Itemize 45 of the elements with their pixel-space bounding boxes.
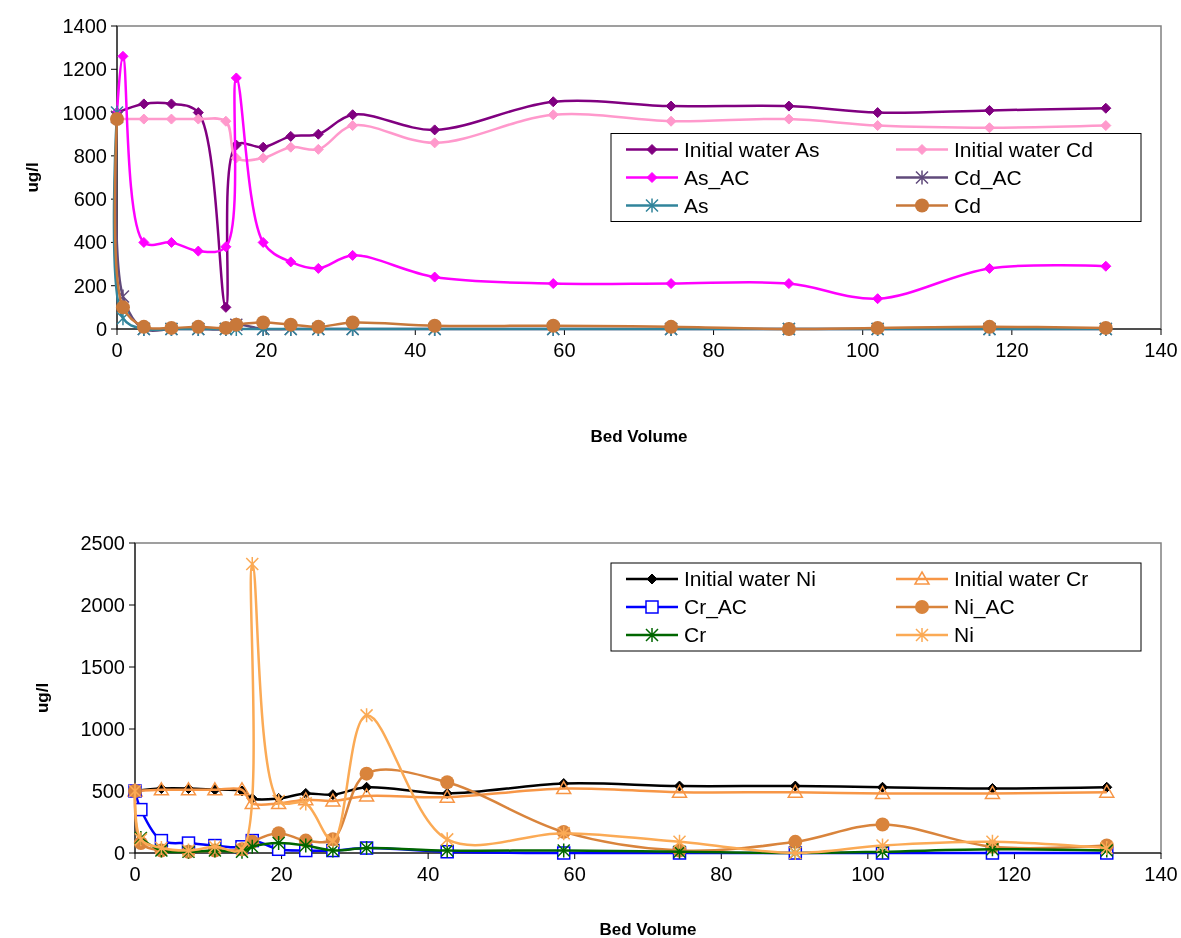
x-tick-label: 40	[417, 863, 440, 885]
x-tick-label: 100	[851, 863, 885, 885]
y-tick-label: 2500	[80, 532, 125, 554]
y-tick-label: 400	[73, 231, 107, 254]
y-tick-label: 200	[73, 274, 107, 297]
y-axis-title: ug/l	[33, 682, 52, 714]
x-tick-label: 120	[997, 863, 1032, 885]
legend-label: As	[684, 193, 709, 217]
legend-label: Ni	[954, 623, 974, 647]
y-tick-label: 1400	[62, 15, 107, 37]
x-tick-label: 40	[404, 339, 427, 361]
x-tick-label: 60	[553, 339, 576, 361]
y-tick-label: 2000	[80, 594, 125, 616]
legend-label: Initial water Cr	[954, 567, 1089, 591]
x-tick-label: 140	[1144, 863, 1178, 885]
x-tick-label: 120	[995, 339, 1029, 361]
y-tick-label: 0	[113, 842, 125, 864]
x-tick-label: 140	[1144, 339, 1178, 361]
x-axis-title: Bed Volume	[599, 920, 697, 938]
y-tick-label: 1000	[62, 101, 107, 124]
y-tick-label: 1000	[80, 718, 125, 740]
x-tick-label: 60	[563, 863, 586, 885]
y-axis-title: ug/l	[23, 162, 42, 193]
y-tick-label: 1200	[62, 58, 107, 81]
legend-label: Ni_AC	[954, 595, 1015, 620]
legend-label: Cd	[954, 193, 981, 217]
x-tick-label: 100	[846, 339, 880, 361]
y-tick-label: 800	[73, 144, 107, 167]
legend-label: Cr_AC	[684, 595, 748, 620]
legend-label: Initial water As	[684, 137, 820, 161]
x-tick-label: 20	[255, 339, 278, 361]
x-tick-label: 20	[270, 863, 293, 885]
legend-label: As_AC	[684, 165, 750, 190]
y-tick-label: 1500	[80, 656, 125, 678]
legend-label: Cd_AC	[954, 165, 1022, 190]
x-tick-label: 0	[129, 863, 141, 885]
x-tick-label: 80	[702, 339, 725, 361]
y-tick-label: 600	[73, 188, 107, 211]
y-tick-label: 0	[95, 318, 107, 340]
y-tick-label: 500	[91, 780, 125, 802]
legend-label: Cr	[684, 623, 707, 647]
x-axis-title: Bed Volume	[590, 427, 688, 446]
x-tick-label: 80	[710, 863, 733, 885]
legend-label: Initial water Cd	[954, 137, 1093, 161]
legend-label: Initial water Ni	[684, 567, 816, 591]
